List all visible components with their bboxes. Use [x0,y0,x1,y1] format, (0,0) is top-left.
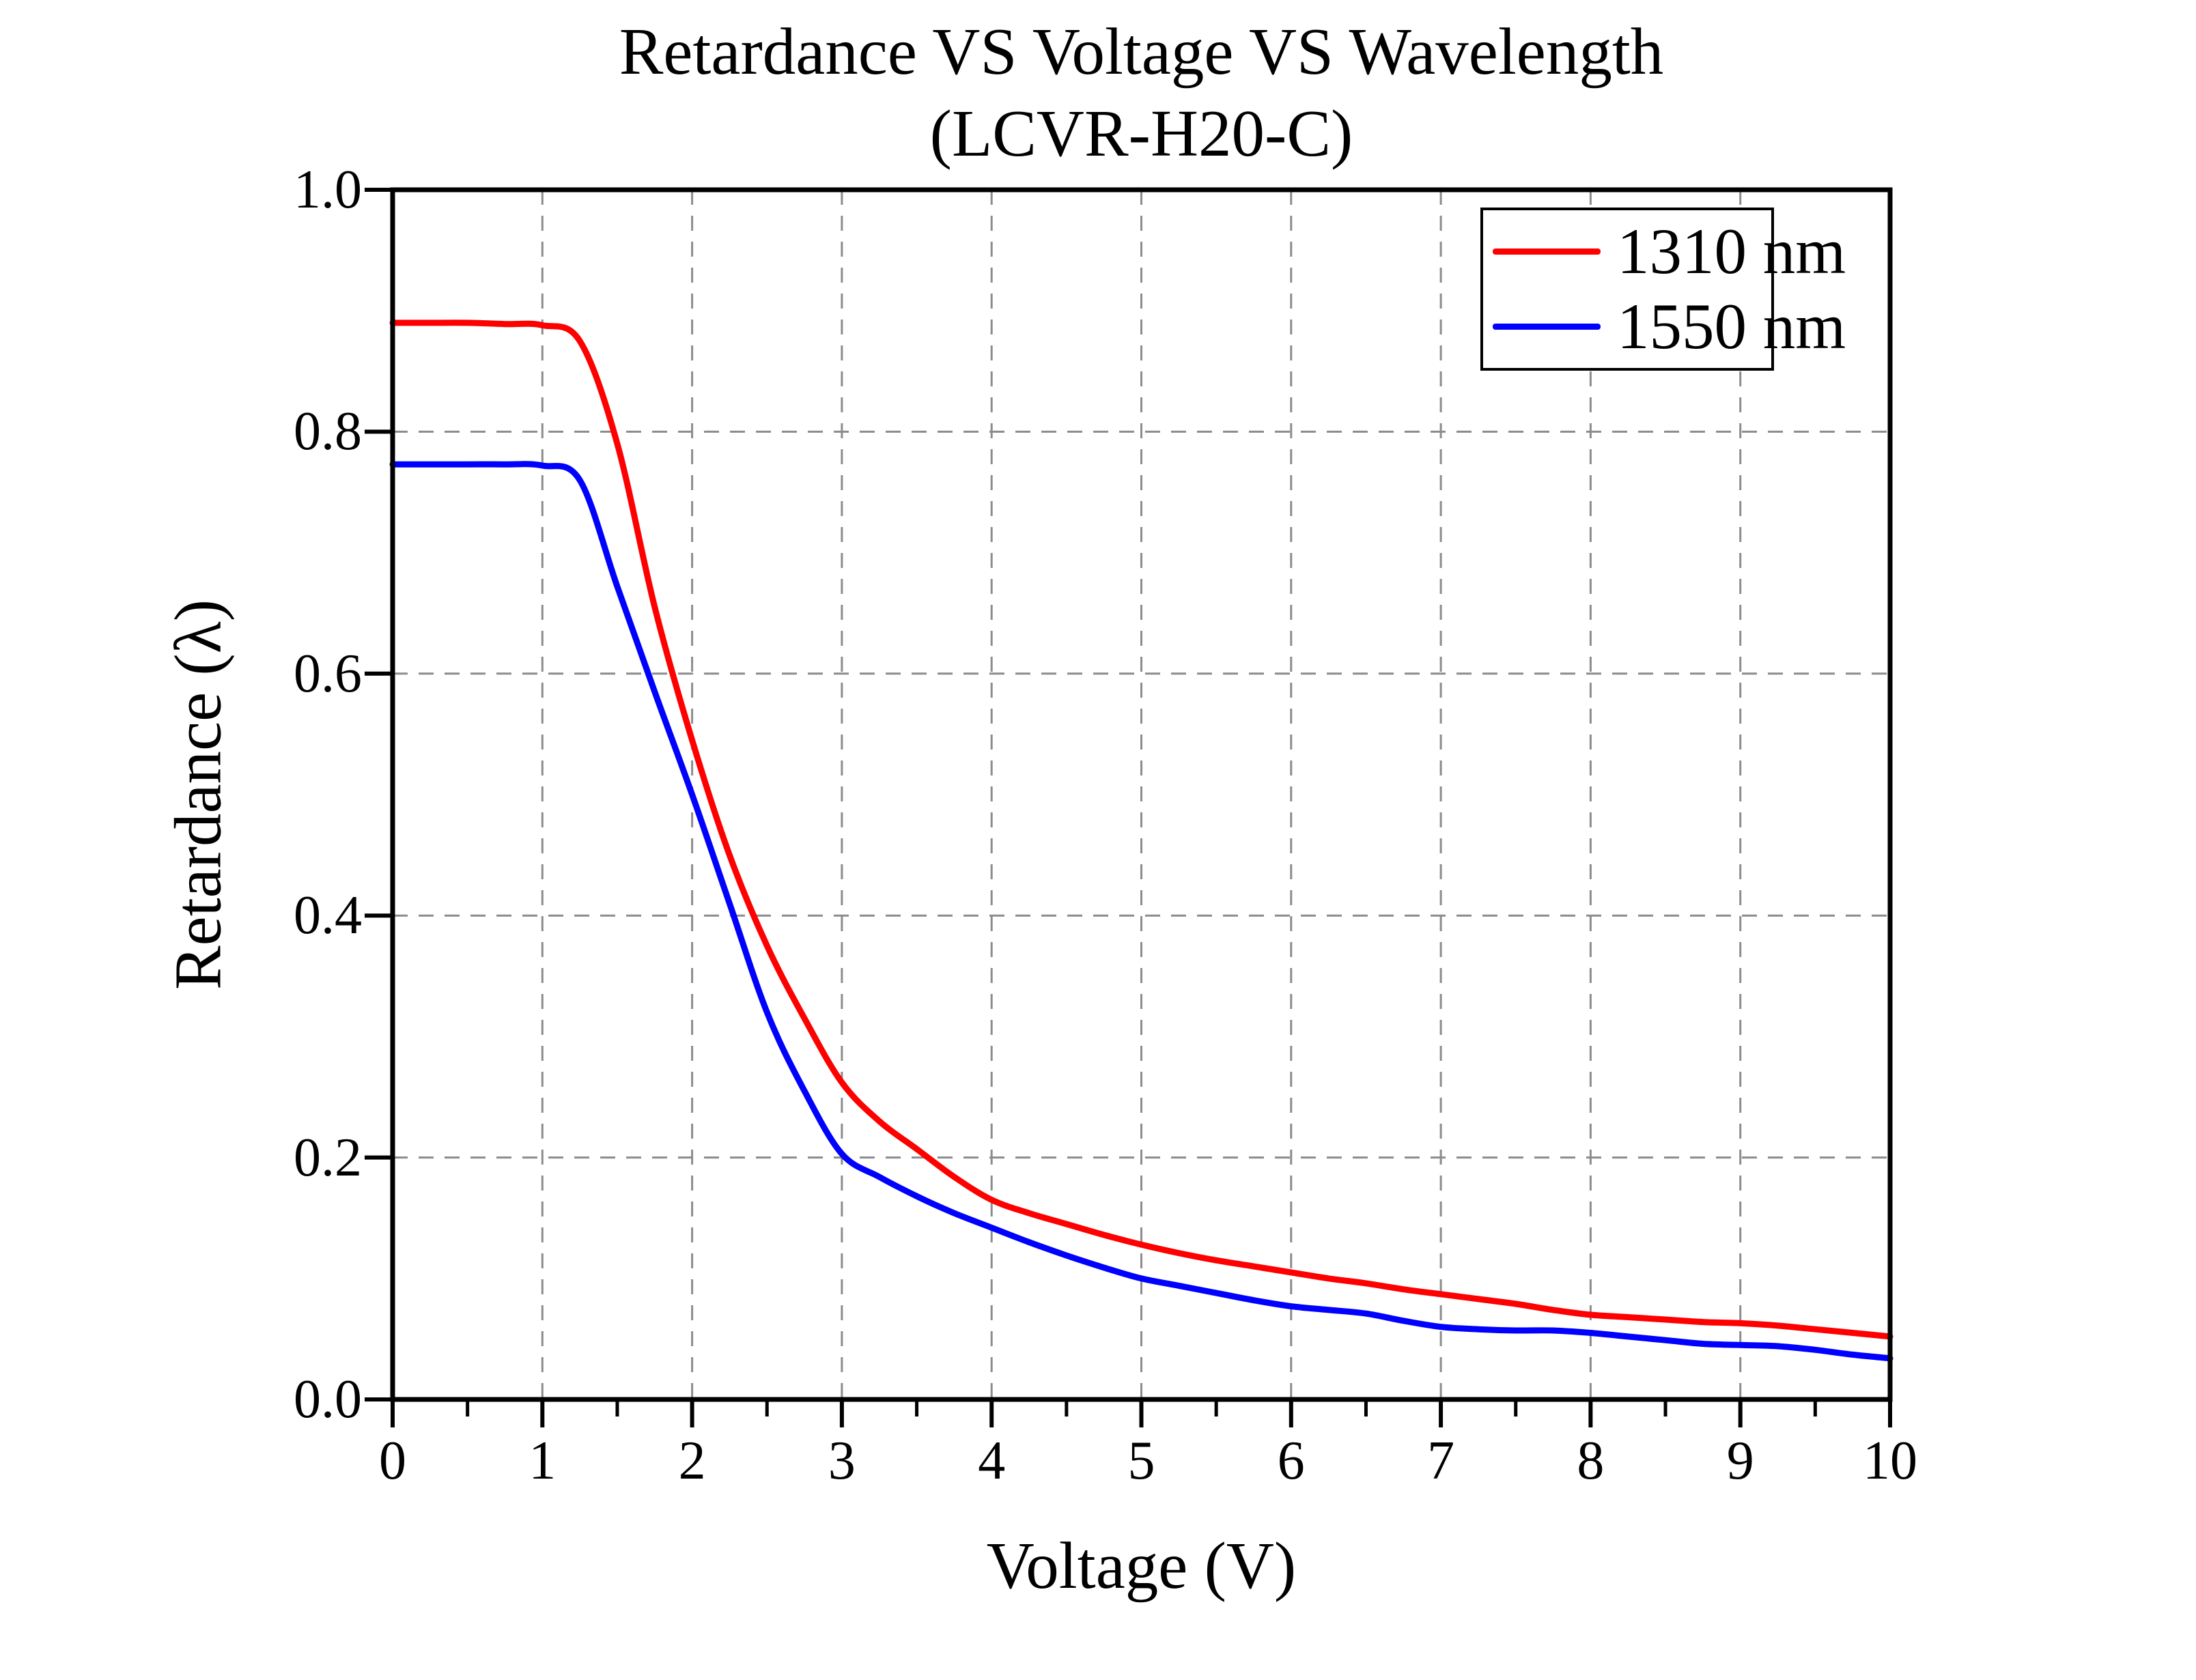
curve-1550nm [389,461,1894,1362]
x-tick-label-8: 8 [1577,1431,1605,1491]
legend-item-1550nm: 1550 nm [1493,294,1846,359]
legend-label-1550nm: 1550 nm [1617,289,1846,362]
chart-title: Retardance VS Voltage VS Wavelength (LCV… [393,11,1890,175]
x-tick-label-1: 1 [529,1431,557,1491]
y-tick-label-1.0: 1.0 [294,160,362,220]
x-tick-label-5: 5 [1127,1431,1155,1491]
y-tick-label-0.6: 0.6 [294,643,362,704]
plot-frame [390,187,1893,1402]
x-tick-label-6: 6 [1277,1431,1305,1491]
y-tick-label-0.0: 0.0 [294,1369,362,1429]
legend: 1310 nm 1550 nm [1480,208,1846,371]
legend-line-swatch-1310nm [1493,248,1601,255]
x-tick-label-9: 9 [1726,1431,1754,1491]
chart-title-line1: Retardance VS Voltage VS Wavelength [619,15,1664,88]
chart-title-line2: (LCVR-H20-C) [929,97,1353,171]
y-tick-label-0.2: 0.2 [294,1127,362,1188]
legend-label-1310nm: 1310 nm [1617,215,1846,288]
x-tick-label-2: 2 [678,1431,706,1491]
x-tick-label-10: 10 [1863,1431,1917,1491]
legend-item-1310nm: 1310 nm [1493,219,1846,284]
x-axis-title: Voltage (V) [986,1529,1297,1602]
x-tick-label-0: 0 [379,1431,406,1491]
y-tick-label-0.8: 0.8 [294,401,362,462]
y-tick-label-0.4: 0.4 [294,885,362,946]
x-tick-label-7: 7 [1427,1431,1455,1491]
x-tick-label-3: 3 [828,1431,856,1491]
legend-line-swatch-1550nm [1493,323,1601,330]
x-tick-label-4: 4 [978,1431,1006,1491]
curve-1310nm [389,319,1894,1340]
